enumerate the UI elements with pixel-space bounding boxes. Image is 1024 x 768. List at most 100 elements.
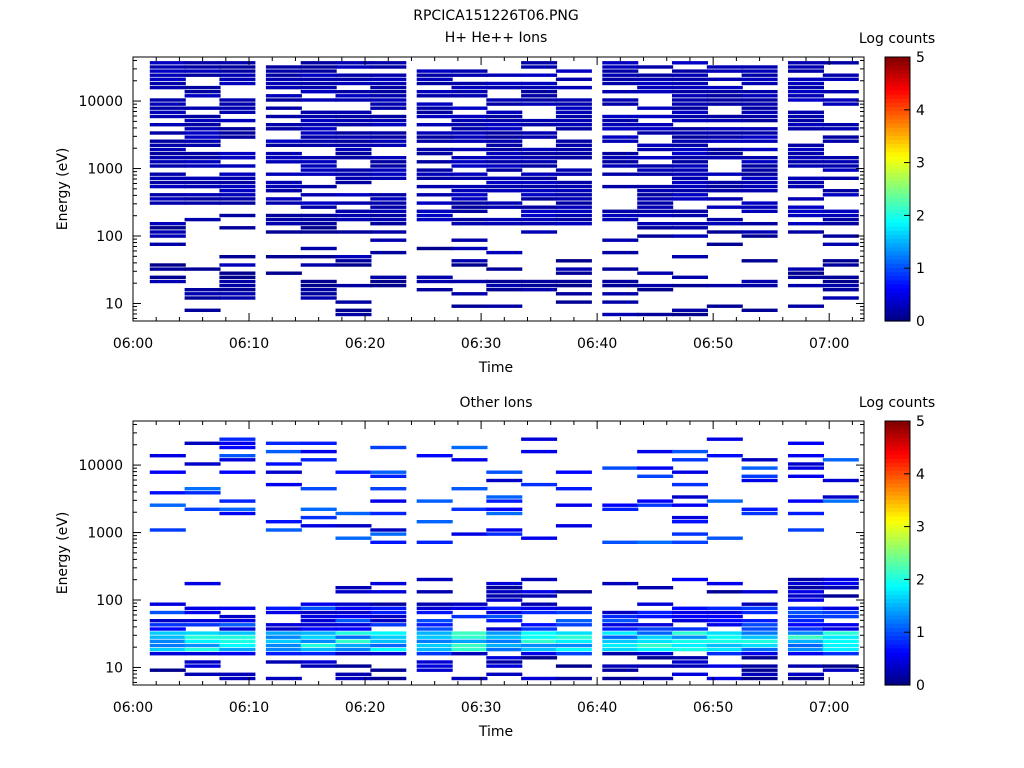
- heatmap-cell: [416, 193, 453, 197]
- heatmap-cell: [741, 106, 778, 110]
- heatmap-cell: [370, 94, 407, 98]
- heatmap-cell: [741, 474, 778, 478]
- heatmap-cell: [741, 606, 778, 610]
- heatmap-cell: [555, 635, 592, 639]
- y-tick-label: 100: [96, 229, 123, 245]
- heatmap-cell: [184, 292, 221, 296]
- heatmap-cell: [672, 193, 708, 197]
- heatmap-cell: [335, 172, 372, 176]
- heatmap-cell: [219, 156, 256, 160]
- heatmap-cell: [486, 110, 523, 114]
- heatmap-cell: [300, 296, 337, 300]
- heatmap-cell: [149, 222, 186, 226]
- colorbar-segment: [885, 201, 910, 207]
- heatmap-cell: [637, 631, 674, 635]
- heatmap-cell: [370, 217, 407, 222]
- heatmap-cell: [149, 176, 186, 180]
- heatmap-cell: [788, 627, 824, 631]
- heatmap-cell: [149, 61, 186, 65]
- heatmap-cell: [149, 184, 186, 189]
- heatmap-cell: [265, 610, 302, 615]
- heatmap-cell: [265, 606, 302, 610]
- heatmap-cell: [486, 267, 523, 271]
- heatmap-cell: [555, 151, 592, 156]
- colorbar-segment: [885, 131, 910, 136]
- heatmap-cell: [486, 164, 523, 168]
- heatmap-cell: [555, 69, 592, 73]
- colorbar-segment: [885, 482, 910, 488]
- heatmap-cell: [602, 209, 639, 213]
- heatmap-cell: [300, 255, 337, 259]
- heatmap-cell: [741, 156, 778, 160]
- figure-title: RPCICA151226T06.PNG: [413, 8, 578, 24]
- heatmap-cell: [300, 635, 337, 639]
- heatmap-cell: [335, 77, 372, 81]
- heatmap-cell: [602, 503, 639, 507]
- heatmap-cell: [521, 288, 558, 292]
- heatmap-cell: [486, 656, 523, 660]
- heatmap-cell: [602, 292, 639, 296]
- heatmap-cell: [741, 81, 778, 86]
- colorbar-segment: [885, 495, 910, 500]
- heatmap-cell: [637, 201, 674, 205]
- heatmap-cell: [555, 676, 592, 681]
- heatmap-cell: [265, 271, 302, 275]
- colorbar-segment: [885, 540, 910, 546]
- heatmap-cell: [265, 627, 302, 631]
- heatmap-cell: [788, 441, 824, 445]
- colorbar-tick-label: 2: [916, 572, 925, 588]
- heatmap-cell: [184, 127, 221, 131]
- heatmap-cell: [521, 606, 558, 610]
- heatmap-cell: [335, 259, 372, 263]
- heatmap-cell: [335, 193, 372, 197]
- heatmap-cell: [637, 143, 674, 147]
- heatmap-cell: [335, 73, 372, 77]
- heatmap-cell: [555, 114, 592, 119]
- heatmap-cell: [335, 213, 372, 218]
- heatmap-cell: [149, 267, 186, 271]
- heatmap-cell: [706, 69, 743, 73]
- heatmap-cell: [521, 164, 558, 168]
- y-tick-label: 1000: [87, 162, 123, 178]
- heatmap-cell: [219, 619, 256, 623]
- heatmap-cell: [370, 606, 407, 610]
- heatmap-cell: [555, 643, 592, 648]
- heatmap-cell: [741, 184, 778, 189]
- heatmap-cell: [184, 164, 221, 168]
- heatmap-cell: [265, 520, 302, 524]
- heatmap-cell: [521, 184, 558, 189]
- heatmap-cell: [486, 135, 523, 139]
- heatmap-cell: [451, 139, 488, 143]
- heatmap-cell: [486, 114, 523, 119]
- heatmap-cell: [451, 647, 488, 652]
- heatmap-cell: [822, 275, 859, 279]
- colorbar-segment: [885, 209, 910, 215]
- colorbar-tick-label: 5: [916, 50, 925, 66]
- heatmap-cell: [265, 114, 302, 119]
- heatmap-cell: [335, 135, 372, 139]
- colorbar-segment: [885, 292, 910, 297]
- heatmap-cell: [741, 131, 778, 135]
- colorbar-segment: [885, 520, 910, 525]
- heatmap-cell: [602, 643, 639, 648]
- colorbar-segment: [885, 127, 910, 132]
- heatmap-cell: [555, 201, 592, 205]
- heatmap-cell: [184, 151, 221, 156]
- heatmap-cell: [184, 507, 221, 511]
- heatmap-cell: [335, 619, 372, 623]
- heatmap-cell: [265, 652, 302, 656]
- heatmap-cell: [521, 156, 558, 160]
- x-tick-label: 06:50: [693, 700, 733, 716]
- heatmap-cell: [335, 602, 372, 606]
- heatmap-cell: [265, 201, 302, 205]
- heatmap-cell: [370, 639, 407, 643]
- heatmap-cell: [788, 614, 824, 619]
- heatmap-cell: [637, 643, 674, 648]
- heatmap-cell: [822, 614, 859, 619]
- heatmap-cell: [184, 180, 221, 185]
- heatmap-cell: [184, 639, 221, 643]
- heatmap-cell: [416, 279, 453, 284]
- heatmap-cell: [149, 131, 186, 135]
- colorbar-segment: [885, 267, 910, 273]
- heatmap-cell: [672, 222, 708, 226]
